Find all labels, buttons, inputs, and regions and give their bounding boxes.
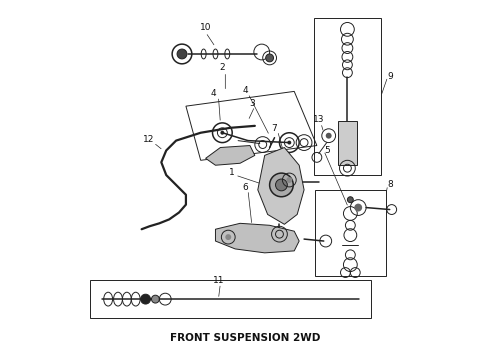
Circle shape xyxy=(141,294,150,304)
Text: 12: 12 xyxy=(143,135,154,144)
Text: 4: 4 xyxy=(211,89,216,98)
Polygon shape xyxy=(216,223,299,253)
Circle shape xyxy=(354,204,362,212)
Text: 1: 1 xyxy=(229,168,235,177)
Text: 7: 7 xyxy=(271,124,277,133)
Circle shape xyxy=(287,141,291,145)
Circle shape xyxy=(225,234,231,240)
Circle shape xyxy=(326,133,332,139)
Circle shape xyxy=(151,295,159,303)
Circle shape xyxy=(177,49,187,59)
Text: 6: 6 xyxy=(242,183,248,192)
Bar xyxy=(338,121,357,165)
Text: 9: 9 xyxy=(388,72,393,81)
Text: 4: 4 xyxy=(242,86,248,95)
Text: 13: 13 xyxy=(313,116,324,125)
Bar xyxy=(314,18,381,175)
Circle shape xyxy=(275,179,287,191)
Text: 8: 8 xyxy=(388,180,393,189)
Polygon shape xyxy=(258,148,304,224)
Circle shape xyxy=(270,173,293,197)
Circle shape xyxy=(220,131,224,135)
Text: 11: 11 xyxy=(213,276,224,285)
Text: 5: 5 xyxy=(324,146,330,155)
Circle shape xyxy=(286,177,292,183)
Text: 3: 3 xyxy=(249,99,255,108)
Text: FRONT SUSPENSION 2WD: FRONT SUSPENSION 2WD xyxy=(170,333,320,342)
Text: 10: 10 xyxy=(200,23,211,32)
Bar xyxy=(315,190,386,276)
Circle shape xyxy=(266,54,273,62)
Circle shape xyxy=(347,197,353,203)
Polygon shape xyxy=(206,145,255,165)
Text: 2: 2 xyxy=(220,63,225,72)
Bar xyxy=(91,280,371,318)
